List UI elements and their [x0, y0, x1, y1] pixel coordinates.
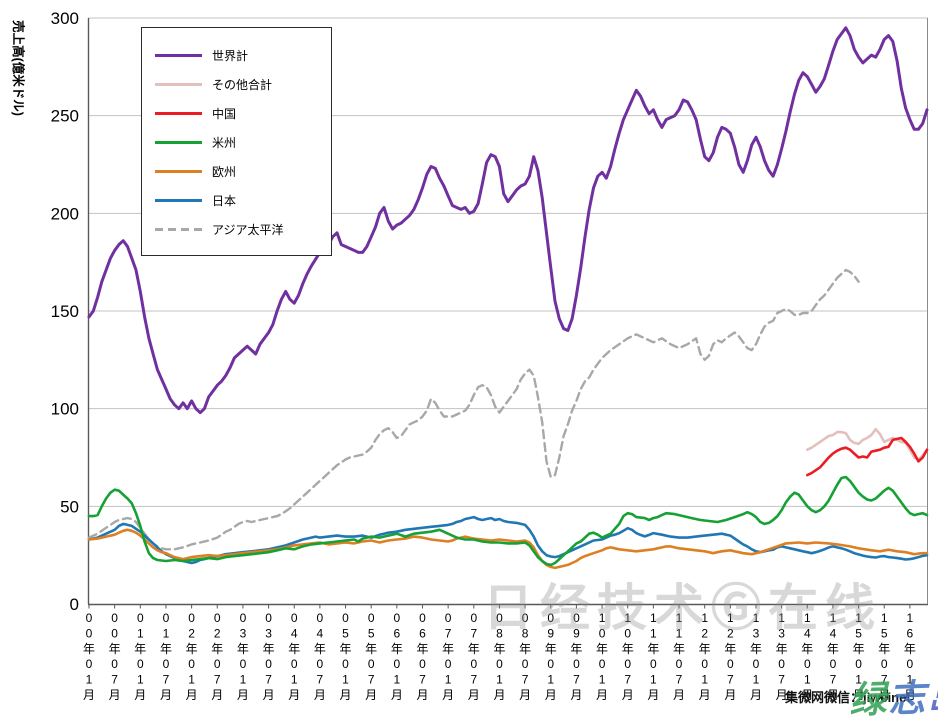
- y-tick-label-250: 250: [51, 107, 79, 126]
- y-tick-label-100: 100: [51, 400, 79, 419]
- legend-item-japan: 日本: [155, 186, 323, 215]
- legend-item-world: 世界計: [155, 41, 323, 70]
- legend-line-sample-asia_pacific: [155, 228, 202, 231]
- legend-line-sample-americas: [155, 141, 202, 144]
- y-tick-label-50: 50: [60, 497, 79, 516]
- legend-line-sample-europe: [155, 170, 202, 173]
- y-tick-label-200: 200: [51, 204, 79, 223]
- legend-label-china: 中国: [212, 107, 237, 121]
- legend-label-asia_pacific: アジア太平洋: [212, 223, 284, 237]
- legend-item-asia_pacific: アジア太平洋: [155, 215, 323, 244]
- series-china: [805, 436, 929, 477]
- series-world: [87, 26, 929, 415]
- legend-item-others_total: その他合計: [155, 70, 323, 99]
- legend-line-sample-china: [155, 112, 202, 115]
- watermark-brand-char: 绿: [848, 679, 889, 716]
- legend-item-americas: 米州: [155, 128, 323, 157]
- legend-label-world: 世界計: [212, 49, 249, 63]
- y-tick-label-0: 0: [70, 595, 79, 614]
- legend-line-sample-world: [155, 54, 202, 57]
- legend-line-sample-japan: [155, 199, 202, 202]
- legend-label-europe: 欧州: [212, 165, 237, 179]
- y-axis-title: 売上高(億米ドル): [11, 20, 25, 116]
- legend-line-sample-others_total: [155, 83, 202, 86]
- legend-item-china: 中国: [155, 99, 323, 128]
- series-asia_pacific: [87, 268, 860, 551]
- legend-label-japan: 日本: [212, 194, 237, 208]
- watermark-credit-text: 集微网微信：jiweinet: [785, 690, 911, 705]
- y-tick-label-150: 150: [51, 302, 79, 321]
- watermark-brand: 绿志岛: [848, 666, 938, 716]
- watermark-nikkei-logo: 日经技术Ⓖ在线: [483, 580, 882, 636]
- legend-label-others_total: その他合計: [212, 78, 273, 92]
- legend-label-americas: 米州: [212, 136, 237, 150]
- legend: 世界計その他合計中国米州欧州日本アジア太平洋: [141, 27, 332, 256]
- y-tick-label-300: 300: [51, 9, 79, 28]
- watermark-brand-char: 岛: [926, 676, 938, 716]
- series-europe: [87, 528, 929, 570]
- series-americas: [87, 475, 929, 567]
- legend-item-europe: 欧州: [155, 157, 323, 186]
- watermark-brand-char: 志: [887, 678, 928, 716]
